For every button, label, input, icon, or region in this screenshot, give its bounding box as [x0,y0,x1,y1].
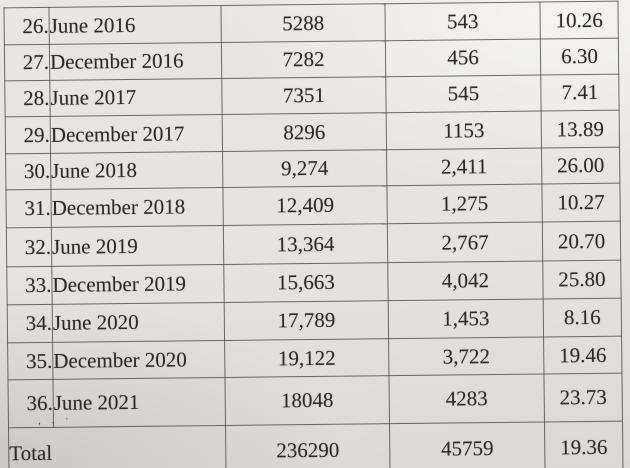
value-col3-cell: 7351 [221,76,387,115]
row-index-cell: 33. [6,266,53,305]
total-col4-cell: 45759 [389,422,546,468]
row-index-cell: 35. [7,342,53,380]
table-row: 36. June 2021 18048 4283 23.73 [7,373,623,428]
table-row: 31. December 2018 12,409 1,275 10.27 [5,183,621,228]
value-col5-cell: 13.89 [541,110,620,149]
value-col4-cell: 2,767 [387,222,543,263]
row-index-cell: 26. [3,7,50,45]
value-col5-cell: 23.73 [543,373,623,423]
value-col3-cell: 5288 [220,3,386,43]
table-row: 33. December 2019 15,663 4,042 25.80 [6,260,622,305]
table-body: 26. June 2016 5288 543 10.26 27. December 2016… [3,1,624,468]
row-index-cell: 29. [5,116,51,154]
value-col5-cell: 6.30 [540,38,619,76]
value-col5-cell: 10.26 [539,1,619,40]
row-index-cell: 32. [6,227,52,267]
table-row: 32. June 2019 13,364 2,767 20.70 [6,221,621,267]
total-label-cell: Total [8,425,227,468]
row-index-cell: 27. [4,44,50,81]
table-row: 34. June 2020 17,789 1,453 8.16 [7,298,622,343]
value-col3-cell: 8296 [222,112,387,152]
value-col5-cell: 26.00 [541,147,620,185]
value-col3-cell: 15,663 [223,262,389,303]
value-col3-cell: 7282 [221,40,386,79]
row-index-cell: 31. [5,189,52,228]
data-table: 26. June 2016 5288 543 10.26 27. December 2016… [3,1,624,468]
value-col5-cell: 19.46 [543,336,622,375]
value-col5-cell: 7.41 [540,74,620,112]
value-col5-cell: 8.16 [543,298,622,338]
value-col4-cell: 1153 [386,111,542,150]
table-skew-wrapper: 26. June 2016 5288 543 10.26 27. December 2016… [3,1,624,468]
value-col4-cell: 545 [385,75,542,113]
value-col5-cell: 20.70 [542,221,621,262]
total-row: Total 236290 45759 19.36 [8,421,624,468]
value-col3-cell: 12,409 [222,185,388,226]
value-col3-cell: 18048 [224,375,390,426]
value-col4-cell: 1,275 [386,184,543,224]
value-col5-cell: 10.27 [541,183,621,223]
period-cell: December 2020 [52,340,225,380]
value-col3-cell: 13,364 [223,223,388,265]
value-col3-cell: 9,274 [222,149,387,188]
value-col4-cell: 4283 [388,374,545,424]
row-index-cell: 30. [5,153,51,190]
period-cell: June 2021 [52,377,226,428]
period-cell: June 2018 [50,151,223,190]
period-cell: December 2016 [49,42,222,81]
period-cell: June 2016 [48,5,222,45]
value-col5-cell: 25.80 [542,260,622,300]
value-col4-cell: 456 [385,39,541,77]
period-cell: June 2019 [51,225,224,267]
value-col4-cell: 3,722 [388,337,544,376]
period-cell: December 2017 [50,114,223,154]
period-cell: December 2018 [50,187,224,228]
value-col4-cell: 1,453 [388,299,544,339]
value-col3-cell: 17,789 [224,300,389,341]
value-col4-cell: 543 [384,2,541,41]
period-cell: December 2019 [51,264,225,305]
value-col4-cell: 2,411 [386,148,542,186]
total-col3-cell: 236290 [225,423,391,468]
total-col5-cell: 19.36 [544,421,624,468]
row-index-cell: 28. [4,80,51,117]
row-index-cell: 34. [7,304,53,343]
value-col4-cell: 4,042 [387,261,544,301]
period-cell: June 2020 [52,302,225,343]
value-col3-cell: 19,122 [224,338,389,378]
period-cell: June 2017 [49,78,223,117]
handwritten-mark: , . · [37,413,73,427]
